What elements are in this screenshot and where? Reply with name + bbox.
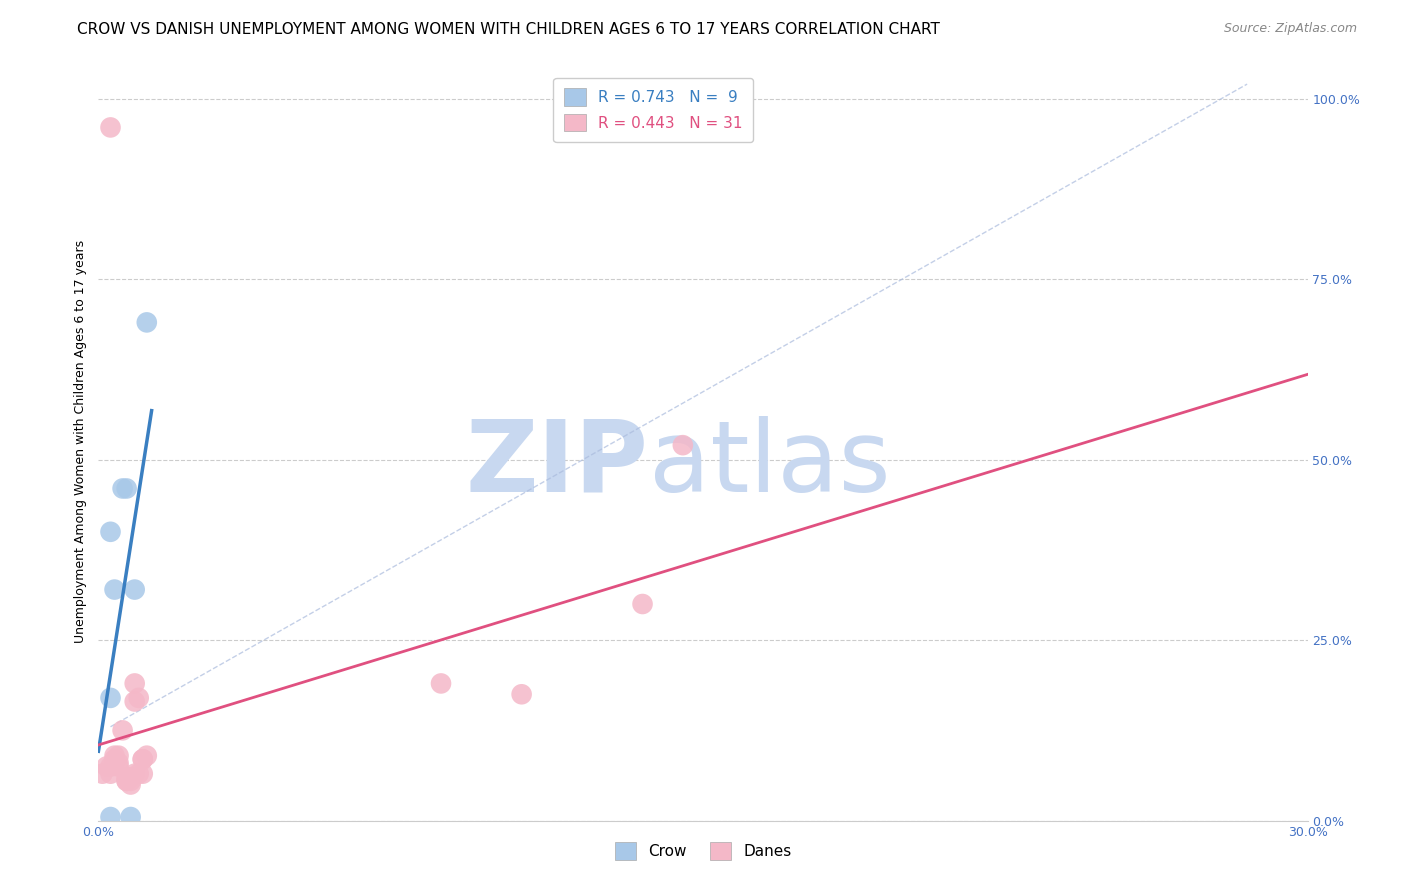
Point [132,752,155,766]
Point [135,315,157,329]
Point [128,766,150,780]
Point [115,773,138,788]
Point [100,766,122,780]
Point [128,690,150,705]
Point [111,723,134,738]
Point [124,766,146,780]
Point [115,770,138,784]
Point [100,524,122,539]
Point [672,438,695,452]
Text: atlas: atlas [648,416,890,513]
Point [103,748,125,763]
Point [103,582,125,597]
Point [100,759,122,773]
Point [103,752,125,766]
Point [510,687,533,701]
Point [132,766,155,780]
Point [120,770,142,784]
Point [135,748,157,763]
Point [132,752,155,766]
Point [115,773,138,788]
Text: Source: ZipAtlas.com: Source: ZipAtlas.com [1223,22,1357,36]
Text: ZIP: ZIP [465,416,648,513]
Point [430,676,453,690]
Text: CROW VS DANISH UNEMPLOYMENT AMONG WOMEN WITH CHILDREN AGES 6 TO 17 YEARS CORRELA: CROW VS DANISH UNEMPLOYMENT AMONG WOMEN … [77,22,941,37]
Point [120,773,142,788]
Point [96,759,118,773]
Point [100,810,122,824]
Point [120,810,142,824]
Point [107,748,129,763]
Legend: Crow, Danes: Crow, Danes [609,836,797,866]
Point [124,582,146,597]
Point [120,778,142,792]
Point [124,676,146,690]
Point [107,759,129,773]
Point [107,756,129,770]
Point [100,690,122,705]
Point [103,756,125,770]
Point [631,597,654,611]
Y-axis label: Unemployment Among Women with Children Ages 6 to 17 years: Unemployment Among Women with Children A… [75,240,87,643]
Point [100,120,122,135]
Point [91,766,114,780]
Point [124,694,146,708]
Point [115,482,138,496]
Point [111,482,134,496]
